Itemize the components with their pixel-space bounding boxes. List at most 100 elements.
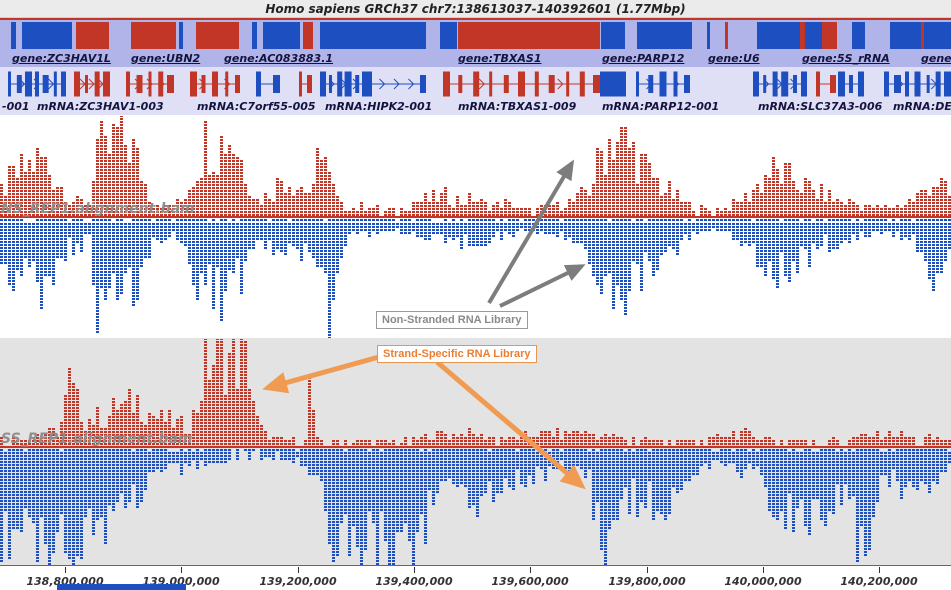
coverage-baseline-reverse: [340, 219, 343, 221]
coverage-bar-reverse: [472, 452, 475, 506]
coverage-bar-forward: [164, 422, 167, 446]
coverage-bar-reverse: [176, 222, 179, 240]
coverage-baseline-reverse: [864, 219, 867, 221]
mrna-track[interactable]: -001 mRNA:ZC3HAV1-003 mRNA:C7orf55-005 mRNA…: [0, 67, 951, 115]
coverage-baseline-reverse: [424, 219, 427, 221]
coverage-baseline-reverse: [544, 219, 547, 221]
coverage-baseline-reverse: [424, 449, 427, 451]
gene-label[interactable]: gene:: [921, 52, 951, 65]
ideogram-band: [805, 22, 822, 49]
mrna-label[interactable]: -001: [2, 100, 30, 113]
coverage-baseline-reverse: [84, 449, 87, 451]
mrna-label[interactable]: mRNA:SLC37A3-006: [758, 100, 883, 113]
ns-coverage-track[interactable]: NS_REP1.alignment.bam: [0, 115, 951, 338]
coverage-baseline-reverse: [640, 449, 643, 451]
coverage-bar-reverse: [508, 452, 511, 488]
coverage-bar-forward: [132, 413, 135, 446]
gene-label[interactable]: gene:5S_rRNA: [802, 52, 890, 65]
coverage-bar-reverse: [676, 452, 679, 494]
coverage-bar-reverse: [724, 452, 727, 467]
coverage-bar-forward: [432, 440, 435, 446]
mrna-label[interactable]: mRNA:PARP12-001: [602, 100, 720, 113]
gene-label[interactable]: gene:PARP12: [602, 52, 685, 65]
coverage-bar-forward: [208, 174, 211, 216]
coverage-bar-reverse: [464, 452, 467, 488]
coverage-baseline-reverse: [220, 449, 223, 451]
coverage-bar-forward: [548, 431, 551, 446]
coverage-bar-forward: [228, 353, 231, 446]
coverage-bar-forward: [336, 440, 339, 446]
ss-coverage-track[interactable]: SS_REP1.alignment.bam: [0, 338, 951, 565]
coverage-bar-reverse: [16, 222, 19, 270]
coverage-bar-forward: [160, 410, 163, 446]
coverage-bar-reverse: [304, 452, 307, 467]
coverage-bar-reverse: [912, 452, 915, 488]
coverage-baseline-reverse: [720, 219, 723, 221]
mrna-label[interactable]: mRNA:C7orf55-005: [197, 100, 316, 113]
coverage-baseline-reverse: [28, 449, 31, 451]
coverage-bar-forward: [832, 437, 835, 446]
mrna-label[interactable]: mRNA:TBXAS1-009: [458, 100, 577, 113]
coverage-bar-reverse: [548, 452, 551, 467]
coverage-baseline-reverse: [600, 219, 603, 221]
ideogram-track[interactable]: gene:ZC3HAV1L gene:UBN2 gene:AC083883.1 gen…: [0, 18, 951, 67]
coverage-bar-forward: [712, 437, 715, 446]
coverage-baseline-reverse: [568, 219, 571, 221]
splice-chevron: [379, 78, 386, 90]
coverage-bar-forward: [88, 204, 91, 216]
coverage-bar-reverse: [812, 222, 815, 243]
coverage-baseline-reverse: [304, 449, 307, 451]
gene-label[interactable]: gene:UBN2: [131, 52, 201, 65]
coverage-bar-reverse: [636, 452, 639, 518]
coverage-bar-forward: [676, 189, 679, 216]
selection-highlight-bar[interactable]: [57, 584, 186, 590]
mrna-label[interactable]: mRNA:DEN: [893, 100, 951, 113]
coverage-bar-reverse: [520, 452, 523, 485]
coverage-baseline-reverse: [448, 449, 451, 451]
coverage-bar-forward: [452, 434, 455, 446]
coverage-bar-reverse: [788, 222, 791, 282]
coverage-baseline-reverse: [100, 219, 103, 221]
coverage-bar-reverse: [572, 452, 575, 473]
mrna-label[interactable]: mRNA:ZC3HAV1-003: [37, 100, 164, 113]
coverage-bar-reverse: [692, 222, 695, 231]
coverage-baseline-reverse: [484, 219, 487, 221]
coverage-bar-forward: [732, 431, 735, 446]
coverage-bar-forward: [284, 192, 287, 216]
coverage-bar-reverse: [932, 222, 935, 291]
coverage-bar-forward: [32, 437, 35, 446]
coverage-bar-reverse: [872, 222, 875, 231]
coverage-bar-forward: [388, 207, 391, 216]
coverage-baseline-reverse: [576, 449, 579, 451]
mrna-label[interactable]: mRNA:HIPK2-001: [325, 100, 433, 113]
coverage-bar-forward: [60, 422, 63, 446]
gene-label[interactable]: gene:U6: [708, 52, 760, 65]
coverage-bar-reverse: [448, 222, 451, 237]
coverage-bar-reverse: [268, 222, 271, 240]
coverage-bar-forward: [464, 437, 467, 446]
coverage-bar-forward: [760, 440, 763, 446]
gene-label[interactable]: gene:ZC3HAV1L: [12, 52, 111, 65]
ideogram-band: [196, 22, 239, 49]
coverage-bar-forward: [432, 189, 435, 216]
coverage-bar-reverse: [136, 452, 139, 509]
coverage-bar-forward: [36, 434, 39, 446]
coverage-bar-reverse: [592, 452, 595, 521]
coverage-bar-reverse: [860, 452, 863, 527]
coverage-bar-reverse: [728, 452, 731, 464]
coverage-baseline-reverse: [308, 219, 311, 221]
coverage-baseline-reverse: [108, 219, 111, 221]
coverage-baseline-reverse: [700, 449, 703, 451]
gene-label[interactable]: gene:TBXAS1: [458, 52, 542, 65]
coverage-bar-forward: [88, 419, 91, 446]
mrna-exon: [894, 75, 901, 93]
coverage-bar-forward: [188, 189, 191, 216]
mrna-exon: [235, 75, 240, 93]
mrna-exon: [212, 71, 218, 97]
axis-tick-label: 140,200,000: [840, 575, 918, 588]
coverage-baseline-reverse: [44, 219, 47, 221]
gene-label[interactable]: gene:AC083883.1: [224, 52, 334, 65]
mrna-exon: [905, 71, 909, 97]
coverage-bar-reverse: [60, 222, 63, 258]
coverage-baseline-reverse: [660, 449, 663, 451]
